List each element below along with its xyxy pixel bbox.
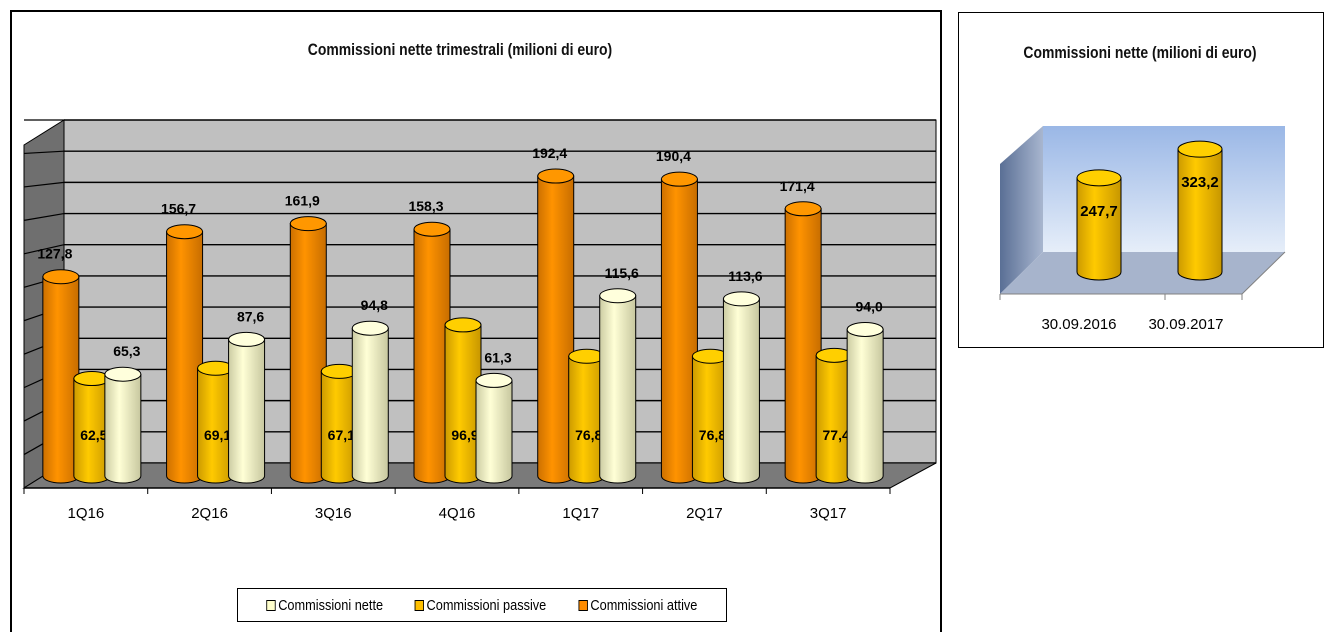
data-label: 87,6 bbox=[237, 308, 264, 324]
data-label: 323,2 bbox=[1181, 174, 1219, 191]
data-label: 94,0 bbox=[856, 298, 883, 314]
data-label: 156,7 bbox=[161, 201, 196, 217]
data-label: 247,7 bbox=[1080, 203, 1118, 220]
right-x-axis-depth bbox=[1241, 251, 1286, 295]
data-label: 190,4 bbox=[656, 148, 691, 164]
right-floor bbox=[1000, 252, 1285, 294]
quarterly-commissions-chart: 1Q16 2Q16 3Q16 4Q16 1Q17 2Q17 3Q17 127,8 62,5 65,… bbox=[22, 119, 937, 522]
data-label: 161,9 bbox=[285, 193, 320, 209]
legend-swatch-passive bbox=[414, 599, 425, 611]
category-label: 1Q16 bbox=[68, 505, 105, 522]
category-label: 4Q16 bbox=[439, 505, 476, 522]
category-label: 3Q16 bbox=[315, 505, 352, 522]
left-chart-cell bbox=[10, 10, 942, 632]
legend-label-attive: Commissioni attive bbox=[590, 596, 698, 614]
legend-item-nette: Commissioni nette bbox=[266, 597, 383, 614]
bar-30.09.2017 bbox=[1177, 140, 1223, 281]
legend-item-attive: Commissioni attive bbox=[578, 596, 698, 614]
category-label: 2Q17 bbox=[686, 505, 723, 522]
data-label: 158,3 bbox=[408, 198, 443, 214]
gridline-side bbox=[23, 181, 65, 188]
bar-passive-2Q17 bbox=[691, 348, 729, 484]
bar-nette-4Q16 bbox=[475, 372, 513, 484]
data-label: 61,3 bbox=[484, 349, 511, 365]
data-label: 192,4 bbox=[532, 145, 567, 161]
chart-title-quarterly: Commissioni nette trimestrali (milioni d… bbox=[307, 40, 613, 59]
data-label: 76,8 bbox=[699, 427, 726, 443]
bar-attive-3Q16 bbox=[289, 216, 327, 484]
legend-item-passive: Commissioni passive bbox=[414, 596, 547, 614]
bar-attive-1Q16 bbox=[42, 269, 80, 484]
bar-passive-1Q17 bbox=[568, 348, 606, 484]
bar-passive-3Q17 bbox=[815, 347, 853, 484]
bar-passive-3Q16 bbox=[320, 363, 358, 484]
right-side-wall bbox=[1000, 126, 1043, 294]
data-label: 96,9 bbox=[451, 427, 478, 443]
category-label: 30.09.2017 bbox=[1148, 316, 1223, 333]
legend-swatch-nette bbox=[266, 599, 276, 611]
chart-title-total: Commissioni nette (milioni di euro) bbox=[1023, 43, 1257, 62]
legend-label-passive: Commissioni passive bbox=[426, 596, 547, 614]
category-label: 1Q17 bbox=[562, 505, 599, 522]
data-label: 67,1 bbox=[328, 427, 355, 443]
bar-nette-2Q17 bbox=[722, 291, 760, 484]
category-label: 3Q17 bbox=[810, 505, 847, 522]
bar-nette-2Q16 bbox=[228, 331, 266, 484]
data-label: 77,4 bbox=[823, 427, 850, 443]
chart-legend: Commissioni nette Commissioni passive Co… bbox=[237, 588, 727, 622]
category-label: 2Q16 bbox=[191, 505, 228, 522]
data-label: 69,1 bbox=[204, 427, 231, 443]
bar-nette-3Q16 bbox=[351, 320, 389, 484]
gridline-side bbox=[23, 212, 65, 221]
gridline-side bbox=[23, 150, 65, 155]
data-label: 113,6 bbox=[728, 268, 762, 284]
data-label: 127,8 bbox=[37, 246, 72, 262]
bar-nette-1Q16 bbox=[104, 366, 142, 484]
bar-nette-3Q17 bbox=[846, 321, 884, 484]
gridline-side bbox=[23, 244, 65, 255]
data-label: 171,4 bbox=[780, 178, 815, 194]
total-commissions-chart: 247,7 30.09.2016 323,2 30.09.2017 bbox=[999, 126, 1286, 333]
bar-attive-2Q16 bbox=[166, 224, 204, 484]
legend-swatch-attive bbox=[578, 599, 589, 611]
bar-attive-1Q17 bbox=[537, 168, 575, 484]
bar-nette-1Q17 bbox=[599, 288, 637, 484]
data-label: 62,5 bbox=[80, 427, 107, 443]
category-label: 30.09.2016 bbox=[1041, 316, 1116, 333]
data-label: 65,3 bbox=[113, 343, 140, 359]
bar-30.09.2016 bbox=[1076, 169, 1122, 281]
data-label: 94,8 bbox=[361, 297, 388, 313]
data-label: 76,8 bbox=[575, 427, 602, 443]
data-label: 115,6 bbox=[605, 265, 639, 281]
legend-label-nette: Commissioni nette bbox=[278, 596, 384, 614]
